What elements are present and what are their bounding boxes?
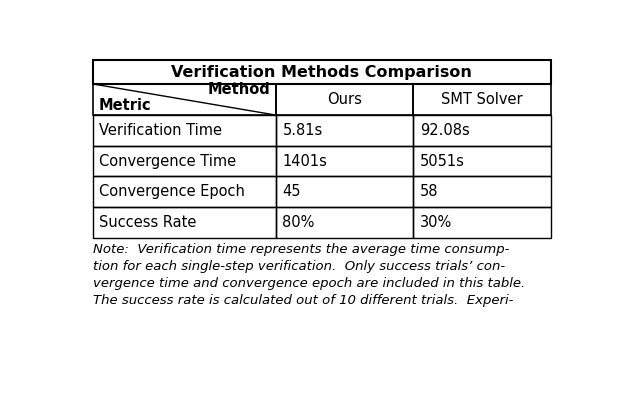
Text: Method: Method xyxy=(207,82,270,97)
Bar xyxy=(93,115,276,146)
Text: tion for each single-step verification.  Only success trials’ con-: tion for each single-step verification. … xyxy=(93,260,505,273)
Bar xyxy=(413,115,551,146)
Bar xyxy=(413,84,551,115)
Text: 92.08s: 92.08s xyxy=(420,123,469,138)
Text: 58: 58 xyxy=(420,184,438,199)
Bar xyxy=(413,176,551,207)
Text: 5.81s: 5.81s xyxy=(283,123,323,138)
Text: Success Rate: Success Rate xyxy=(99,215,197,230)
Bar xyxy=(276,207,413,238)
Text: Note:  Verification time represents the average time consump-: Note: Verification time represents the a… xyxy=(93,243,509,256)
Text: 30%: 30% xyxy=(420,215,452,230)
Bar xyxy=(93,207,276,238)
Bar xyxy=(276,176,413,207)
Text: 45: 45 xyxy=(283,184,301,199)
Bar xyxy=(276,146,413,176)
Text: 1401s: 1401s xyxy=(283,154,327,169)
Text: Verification Time: Verification Time xyxy=(99,123,222,138)
Bar xyxy=(93,60,551,84)
Text: Metric: Metric xyxy=(99,98,151,113)
Text: Convergence Time: Convergence Time xyxy=(99,154,237,169)
Text: 80%: 80% xyxy=(283,215,315,230)
Text: SMT Solver: SMT Solver xyxy=(441,92,522,107)
Text: Verification Methods Comparison: Verification Methods Comparison xyxy=(171,64,472,80)
Text: vergence time and convergence epoch are included in this table.: vergence time and convergence epoch are … xyxy=(93,277,526,290)
Bar xyxy=(413,207,551,238)
Text: Convergence Epoch: Convergence Epoch xyxy=(99,184,246,199)
Bar xyxy=(93,176,276,207)
Bar xyxy=(276,115,413,146)
Text: Ours: Ours xyxy=(327,92,362,107)
Text: The success rate is calculated out of 10 different trials.  Experi-: The success rate is calculated out of 10… xyxy=(93,294,514,307)
Bar xyxy=(276,84,413,115)
Bar xyxy=(413,146,551,176)
Bar xyxy=(93,84,276,115)
Text: 5051s: 5051s xyxy=(420,154,465,169)
Bar xyxy=(93,146,276,176)
